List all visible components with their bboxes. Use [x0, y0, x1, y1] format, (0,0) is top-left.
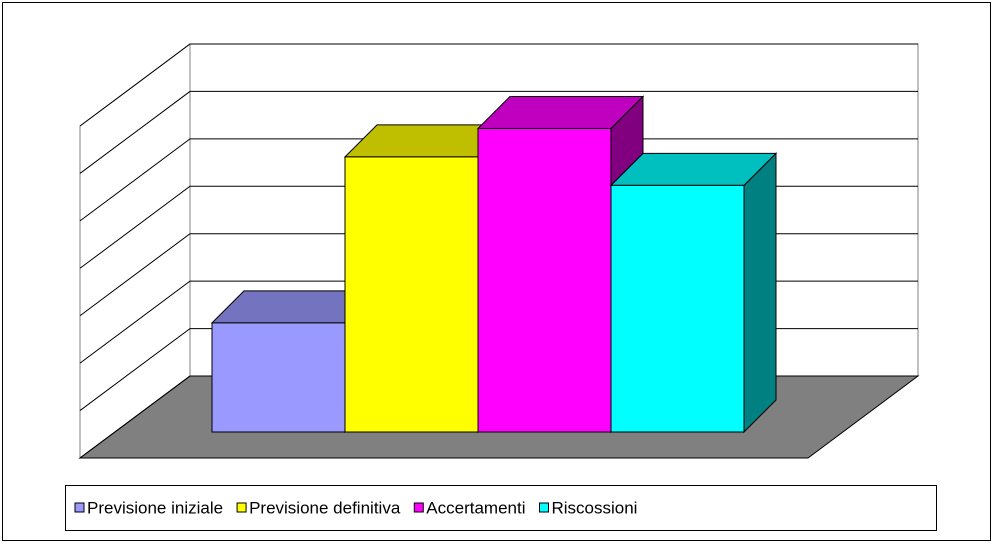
bar	[211, 322, 346, 433]
legend-label: Accertamenti	[426, 498, 525, 517]
grid-line	[79, 43, 918, 127]
legend-label: Previsione definitiva	[249, 498, 401, 517]
legend-swatch	[538, 502, 549, 513]
legend-swatch	[236, 502, 247, 513]
legend	[65, 485, 937, 531]
grid-line	[79, 138, 918, 222]
legend-swatch	[74, 502, 85, 513]
legend-label: Riscossioni	[551, 498, 637, 517]
grid-line	[79, 90, 918, 174]
bar	[610, 184, 745, 433]
legend-label: Previsione iniziale	[87, 498, 223, 517]
legend-swatch	[413, 502, 424, 513]
bar	[344, 156, 479, 433]
bar-side	[743, 152, 777, 434]
bar	[477, 127, 612, 433]
